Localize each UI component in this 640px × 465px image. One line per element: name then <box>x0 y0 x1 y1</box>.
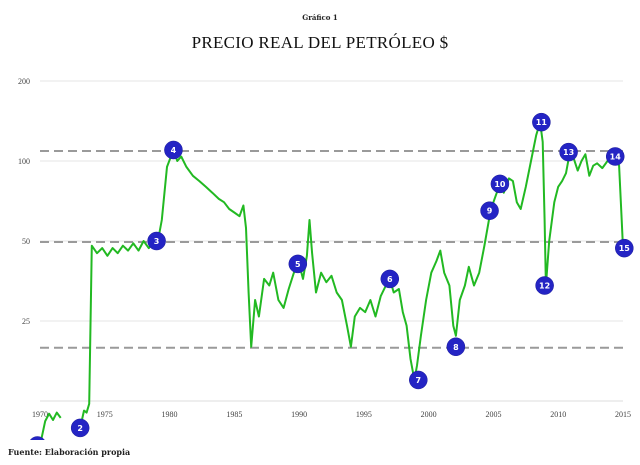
marker-circle-icon <box>29 436 45 440</box>
marker-7: 7 <box>409 370 428 390</box>
marker-circle-icon <box>480 201 499 220</box>
y-tick-label: 50 <box>22 237 30 246</box>
marker-label: 4 <box>171 146 177 155</box>
price-line <box>40 411 62 440</box>
marker-10: 10 <box>490 174 510 194</box>
price-line <box>79 121 624 429</box>
marker-label: 8 <box>453 343 459 352</box>
x-tick-label: 1985 <box>226 410 242 419</box>
marker-4: 4 <box>164 140 183 160</box>
x-axis: 1970 1975 1980 1985 1990 1995 2000 2005 2010 2015 <box>32 400 631 419</box>
x-tick-label: 2005 <box>485 410 501 419</box>
gridlines <box>40 80 623 322</box>
marker-5: 5 <box>288 254 308 274</box>
marker-label: 12 <box>539 282 550 291</box>
price-series <box>40 121 624 440</box>
marker-label: 9 <box>487 207 493 216</box>
marker-circle-icon <box>615 238 634 258</box>
marker-label: 2 <box>77 424 83 433</box>
marker-label: 3 <box>154 237 160 246</box>
x-tick-label: 2000 <box>421 410 437 419</box>
marker-circle-icon <box>164 140 183 160</box>
marker-label: 15 <box>619 244 631 253</box>
chart-title: PRECIO REAL DEL PETRÓLEO $ <box>191 33 449 52</box>
marker-label: 7 <box>416 376 422 385</box>
marker-9: 9 <box>480 201 499 220</box>
marker-15: 15 <box>615 238 634 258</box>
marker-circle-icon <box>490 174 510 194</box>
marker-circle-icon <box>70 418 90 438</box>
marker-6: 6 <box>380 269 400 289</box>
marker-8: 8 <box>446 337 466 357</box>
marker-circle-icon <box>288 254 308 274</box>
marker-circle-icon <box>532 112 551 132</box>
x-tick-label: 2010 <box>550 410 566 419</box>
marker-14: 14 <box>605 147 625 166</box>
marker-circle-icon <box>446 337 466 357</box>
marker-circle-icon <box>147 231 166 251</box>
y-axis-ticks: 25 50 100 200 <box>18 77 30 326</box>
marker-circle-icon <box>605 147 625 166</box>
x-tick-label: 1975 <box>97 410 113 419</box>
marker-circle-icon <box>535 276 554 295</box>
source-note: Fuente: Elaboración propia <box>8 447 131 457</box>
marker-label: 6 <box>387 275 393 284</box>
marker-1: 1 <box>29 436 45 440</box>
marker-circle-icon <box>409 370 428 390</box>
y-tick-label: 100 <box>18 157 30 166</box>
marker-3: 3 <box>147 231 166 251</box>
marker-12: 12 <box>535 276 554 295</box>
marker-11: 11 <box>532 112 551 132</box>
marker-2: 2 <box>70 418 90 438</box>
x-tick-label: 1970 <box>32 410 48 419</box>
y-tick-label: 25 <box>22 317 30 326</box>
x-tick-label: 1995 <box>356 410 372 419</box>
y-tick-label: 200 <box>18 77 30 86</box>
marker-circle-icon <box>559 142 578 162</box>
x-tick-label: 1980 <box>162 410 178 419</box>
marker-label: 11 <box>536 118 548 127</box>
event-markers: 123456789101112131415 <box>29 112 634 440</box>
x-tick-label: 2015 <box>615 410 631 419</box>
marker-circle-icon <box>380 269 400 289</box>
marker-13: 13 <box>559 142 578 162</box>
marker-label: 14 <box>610 152 622 161</box>
marker-label: 10 <box>494 180 506 189</box>
chart-caption: Gráfico 1 <box>302 13 338 22</box>
marker-label: 13 <box>563 148 574 157</box>
marker-label: 5 <box>295 260 301 269</box>
x-tick-label: 1990 <box>291 410 307 419</box>
